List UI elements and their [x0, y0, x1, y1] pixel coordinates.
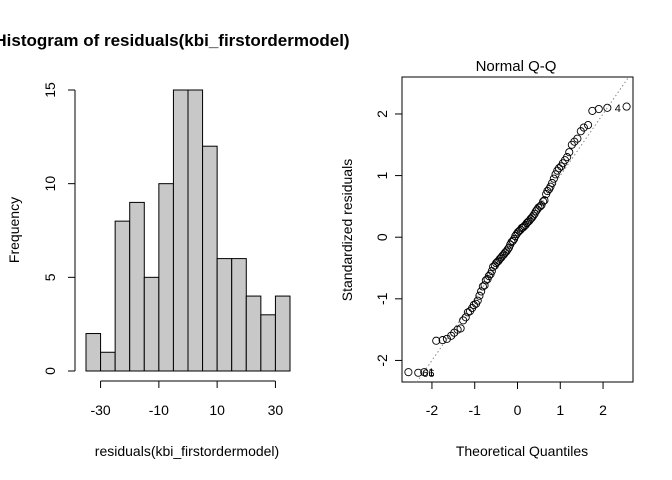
- qq-point: [477, 287, 486, 296]
- histogram-bar: [143, 276, 160, 372]
- qq-point: [551, 170, 560, 179]
- qq-reference-line: [416, 76, 630, 383]
- qq-point: [473, 296, 482, 305]
- qq-plot-frame: [401, 76, 634, 383]
- qq-axes: -2 -1 0 1 2 -2 -1 0 1 2: [374, 110, 607, 418]
- qq-x-tick-label: 0: [514, 402, 522, 418]
- histogram-y-tick-label: 10: [42, 176, 58, 192]
- qq-point: [529, 211, 538, 220]
- qq-point: [546, 182, 555, 191]
- qq-y-tick-label: -1: [374, 292, 390, 305]
- qq-point: [481, 276, 490, 285]
- histogram-bar: [260, 314, 276, 372]
- qq-point: [548, 178, 557, 188]
- qq-point: [420, 368, 429, 377]
- qq-point: [570, 137, 579, 146]
- histogram-y-label: Frequency: [6, 197, 22, 263]
- qq-x-tick-label: 2: [599, 402, 607, 418]
- qq-panel: Normal Q-Q Theoretical Quantiles Standar…: [339, 58, 634, 459]
- qq-point: [456, 324, 465, 333]
- qq-point: [565, 148, 574, 157]
- qq-point: [549, 174, 558, 183]
- qq-title: Normal Q-Q: [476, 58, 557, 75]
- histogram-x-tick-label: 10: [209, 402, 225, 418]
- qq-point-label: 4: [615, 103, 621, 115]
- qq-point: [503, 245, 512, 254]
- qq-points: [404, 102, 631, 377]
- qq-point: [540, 196, 549, 205]
- qq-point: [594, 104, 603, 114]
- histogram-bars: [85, 89, 291, 372]
- qq-x-tick-label: -1: [468, 402, 481, 418]
- qq-point: [447, 331, 456, 340]
- qq-point: [438, 336, 447, 345]
- qq-annotations: 661 4: [422, 103, 621, 380]
- qq-point-label: 66: [422, 368, 434, 380]
- histogram-x-label: residuals(kbi_firstordermodel): [95, 443, 279, 459]
- histogram-title: Histogram of residuals(kbi_firstordermod…: [0, 31, 350, 50]
- qq-point: [573, 134, 582, 143]
- qq-point: [543, 186, 552, 196]
- histogram-bar: [202, 145, 218, 372]
- qq-point: [579, 123, 588, 132]
- qq-y-label: Standardized residuals: [339, 159, 355, 301]
- qq-point: [563, 153, 572, 162]
- qq-point: [508, 236, 517, 245]
- histogram-bar: [187, 89, 204, 372]
- histogram-bar: [231, 258, 247, 372]
- histogram-bar: [129, 201, 145, 372]
- histogram-axes: -30 -10 10 30 0 5 10 15: [42, 82, 283, 418]
- histogram-y-tick-label: 15: [42, 82, 58, 98]
- qq-y-tick-label: 2: [374, 110, 390, 118]
- histogram-x-tick-label: -30: [90, 402, 110, 418]
- qq-point: [404, 368, 413, 377]
- qq-point: [554, 164, 564, 173]
- histogram-y-tick-label: 0: [42, 367, 58, 375]
- qq-y-tick-label: -2: [374, 354, 390, 367]
- histogram-y-tick-label: 5: [42, 273, 58, 281]
- qq-x-label: Theoretical Quantiles: [456, 443, 588, 459]
- histogram-panel: Histogram of residuals(kbi_firstordermod…: [0, 31, 350, 459]
- qq-point: [533, 205, 542, 214]
- histogram-bar: [100, 351, 116, 372]
- qq-x-tick-label: -2: [426, 402, 439, 418]
- qq-point: [461, 313, 470, 322]
- qq-point: [584, 121, 593, 130]
- qq-point: [622, 102, 631, 111]
- qq-point: [539, 197, 548, 206]
- qq-point: [603, 103, 612, 112]
- qq-point: [442, 334, 451, 343]
- qq-point: [534, 203, 543, 212]
- histogram-bar: [172, 89, 189, 372]
- qq-point: [463, 308, 472, 317]
- qq-y-tick-label: 0: [374, 233, 390, 241]
- qq-point-label: 1: [428, 367, 434, 379]
- histogram-bar: [216, 258, 233, 372]
- histogram-bar: [274, 295, 291, 372]
- qq-reference-line-segment: [416, 76, 630, 383]
- histogram-x-tick-label: 30: [268, 402, 284, 418]
- histogram-x-tick-label: -10: [149, 402, 169, 418]
- qq-point: [475, 291, 484, 300]
- histogram-bar: [85, 333, 102, 372]
- histogram-bar: [245, 295, 262, 372]
- qq-point: [432, 336, 441, 345]
- histogram-bar: [158, 183, 174, 372]
- histogram-bar: [114, 220, 131, 372]
- qq-x-tick-label: 1: [556, 402, 564, 418]
- qq-point: [414, 368, 423, 377]
- qq-y-tick-label: 1: [374, 171, 390, 179]
